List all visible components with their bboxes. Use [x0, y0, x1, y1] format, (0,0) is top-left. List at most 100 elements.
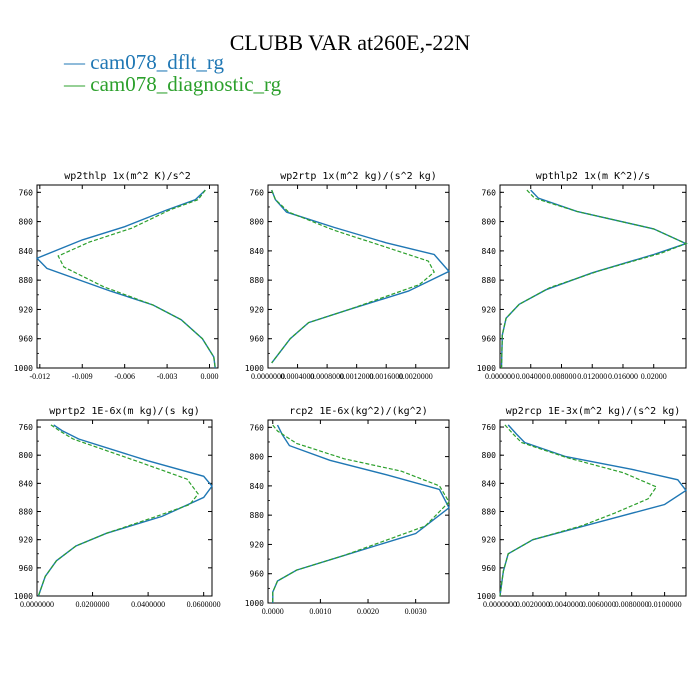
y-tick-label: 920: [250, 305, 265, 314]
y-tick-label: 840: [250, 482, 265, 491]
x-tick-label: 0.0200000: [76, 600, 110, 609]
y-tick-label: 800: [482, 451, 497, 460]
series-line-cam078_dflt_rg: [500, 189, 688, 369]
x-tick-label: 0.0000000: [483, 600, 517, 609]
x-tick-label: 0.0012000: [340, 372, 374, 381]
panel-title: wp2thlp 1x(m^2 K)/s^2: [64, 171, 190, 182]
panel-4: rcp2 1E-6x(kg^2)/(kg^2) 760 800 840 880 920 96…: [245, 406, 450, 616]
x-tick-label: 0.0008000: [310, 372, 344, 381]
y-tick-label: 880: [19, 276, 34, 285]
y-tick-label: 1000: [245, 599, 264, 608]
x-tick-label: 0.0020000: [399, 372, 433, 381]
y-tick-label: 880: [19, 508, 34, 517]
y-tick-label: 920: [19, 536, 34, 545]
x-tick-label: 0.0020000: [516, 600, 550, 609]
panel-0: wp2thlp 1x(m^2 K)/s^2 760 800 840 880 920 960 1…: [14, 171, 219, 381]
y-tick-label: 840: [482, 479, 497, 488]
y-tick-label: 880: [482, 508, 497, 517]
y-tick-label: 920: [482, 305, 497, 314]
plot-frame: [267, 419, 450, 604]
x-tick-label: 0.012000: [577, 372, 607, 381]
y-tick-label: 960: [482, 564, 497, 573]
y-tick-label: 880: [482, 276, 497, 285]
y-tick-label: 760: [19, 188, 34, 197]
x-tick-label: 0.004000: [516, 372, 546, 381]
x-tick-label: 0.0000000: [251, 372, 285, 381]
y-tick-label: 880: [250, 511, 265, 520]
y-tick-label: 960: [250, 570, 265, 579]
series-line-cam078_diagnostic_rg: [499, 424, 658, 597]
series-line-cam078_diagnostic_rg: [271, 189, 435, 364]
y-tick-label: 840: [482, 247, 497, 256]
x-tick-label: 0.008000: [546, 372, 576, 381]
y-tick-label: 840: [19, 479, 34, 488]
x-tick-label: 0.0016000: [369, 372, 403, 381]
plot-frame: [36, 419, 213, 597]
y-tick-label: 800: [19, 451, 34, 460]
plot-frame: [499, 419, 687, 597]
x-tick-label: 0.000: [201, 372, 219, 381]
series-line-cam078_dflt_rg: [272, 424, 450, 603]
y-tick-label: 800: [250, 218, 265, 227]
legend-entry-diagnostic: — cam078_diagnostic_rg: [64, 72, 282, 96]
y-tick-label: 960: [19, 335, 34, 344]
panel-2: wpthlp2 1x(m K^2)/s 760 800 840 880 920 960 100…: [477, 171, 688, 381]
y-tick-label: 1000: [477, 364, 496, 373]
x-tick-label: 0.0600000: [187, 600, 221, 609]
panel-title: wprtp2 1E-6x(m kg)/(s kg): [49, 406, 200, 417]
x-tick-label: 0.0080000: [615, 600, 649, 609]
y-tick-label: 800: [250, 453, 265, 462]
series-line-cam078_diagnostic_rg: [57, 189, 216, 369]
plot-frame: [499, 184, 687, 369]
y-tick-label: 1000: [14, 592, 33, 601]
x-tick-label: 0.0010: [309, 607, 331, 616]
y-tick-label: 800: [19, 218, 34, 227]
x-tick-label: 0.0040000: [549, 600, 583, 609]
series-line-cam078_diagnostic_rg: [37, 424, 199, 597]
y-tick-label: 760: [250, 423, 265, 432]
series-line-cam078_diagnostic_rg: [272, 424, 450, 603]
y-tick-label: 920: [482, 536, 497, 545]
y-tick-label: 960: [19, 564, 34, 573]
panel-title: wp2rcp 1E-3x(m^2 kg)/(s^2 kg): [506, 406, 681, 417]
x-tick-label: 0.0000000: [20, 600, 54, 609]
series-line-cam078_dflt_rg: [37, 424, 213, 597]
x-tick-label: -0.012: [29, 372, 50, 381]
panel-title: rcp2 1E-6x(kg^2)/(kg^2): [289, 406, 427, 417]
x-tick-label: 0.0004000: [281, 372, 315, 381]
series-line-cam078_dflt_rg: [271, 189, 451, 364]
figure-title: CLUBB VAR at260E,-22N: [229, 30, 471, 55]
series-line-cam078_dflt_rg: [35, 189, 216, 369]
panel-title: wpthlp2 1x(m K^2)/s: [536, 171, 650, 182]
y-tick-label: 960: [250, 335, 265, 344]
legend-entry-dflt: — cam078_dflt_rg: [64, 50, 225, 74]
panel-1: wp2rtp 1x(m^2 kg)/(s^2 kg) 760 800 840 880 92…: [245, 171, 451, 381]
y-tick-label: 840: [250, 247, 265, 256]
x-tick-label: -0.009: [72, 372, 93, 381]
y-tick-label: 800: [482, 218, 497, 227]
y-tick-label: 760: [482, 188, 497, 197]
x-tick-label: 0.0000: [262, 607, 284, 616]
x-tick-label: 0.0100000: [648, 600, 682, 609]
plot-frame: [267, 184, 450, 369]
y-tick-label: 1000: [477, 592, 496, 601]
x-tick-label: 0.000000: [485, 372, 515, 381]
x-tick-label: 0.0020: [357, 607, 379, 616]
plot-frame: [36, 184, 219, 369]
y-tick-label: 760: [250, 188, 265, 197]
x-tick-label: 0.0030: [405, 607, 427, 616]
y-tick-label: 880: [250, 276, 265, 285]
x-tick-label: 0.0400000: [131, 600, 165, 609]
x-tick-label: 0.0060000: [582, 600, 616, 609]
y-tick-label: 760: [19, 423, 34, 432]
y-tick-label: 1000: [245, 364, 264, 373]
panel-3: wprtp2 1E-6x(m kg)/(s kg) 760 800 840 880 920…: [14, 406, 221, 609]
y-tick-label: 960: [482, 335, 497, 344]
x-tick-label: 0.016000: [608, 372, 638, 381]
y-tick-label: 1000: [14, 364, 33, 373]
y-tick-label: 760: [482, 423, 497, 432]
y-tick-label: 840: [19, 247, 34, 256]
x-tick-label: -0.003: [157, 372, 178, 381]
x-tick-label: 0.02000: [641, 372, 667, 381]
panel-5: wp2rcp 1E-3x(m^2 kg)/(s^2 kg) 760 800 840 88…: [477, 406, 688, 609]
